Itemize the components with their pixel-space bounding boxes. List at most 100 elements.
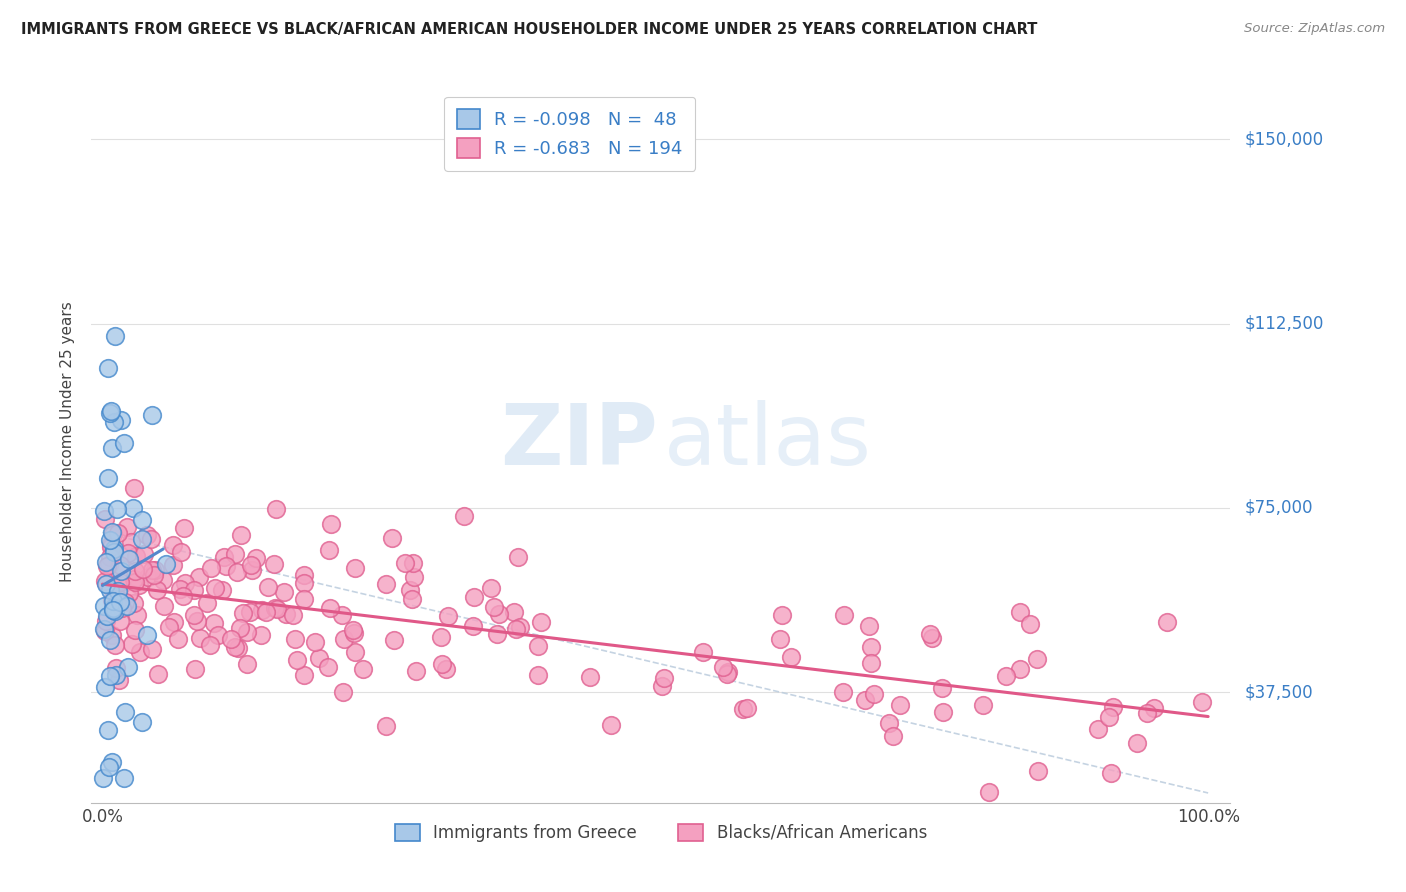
Point bbox=[103, 541, 125, 556]
Point bbox=[1136, 706, 1159, 720]
Point bbox=[877, 715, 900, 730]
Point bbox=[711, 660, 734, 674]
Point bbox=[104, 661, 127, 675]
Point bbox=[204, 581, 226, 595]
Point bbox=[117, 546, 139, 560]
Point bbox=[860, 656, 883, 670]
Point bbox=[125, 549, 148, 564]
Point bbox=[266, 601, 288, 615]
Point bbox=[308, 651, 330, 665]
Point bbox=[114, 595, 136, 609]
Point bbox=[229, 621, 252, 635]
Point bbox=[97, 360, 120, 375]
Point bbox=[110, 564, 132, 578]
Point bbox=[136, 570, 159, 584]
Point bbox=[174, 576, 197, 591]
Point bbox=[509, 620, 531, 634]
Point bbox=[129, 645, 152, 659]
Point bbox=[100, 628, 122, 642]
Point bbox=[101, 525, 124, 540]
Point bbox=[931, 681, 953, 695]
Point bbox=[157, 620, 180, 634]
Point bbox=[96, 555, 118, 569]
Point bbox=[342, 626, 364, 640]
Point bbox=[382, 632, 405, 647]
Point bbox=[402, 556, 425, 570]
Point bbox=[1026, 764, 1049, 778]
Point bbox=[100, 583, 122, 598]
Point bbox=[263, 557, 285, 571]
Point bbox=[93, 574, 115, 589]
Point bbox=[98, 632, 121, 647]
Point bbox=[250, 603, 273, 617]
Point bbox=[112, 435, 135, 450]
Point bbox=[889, 698, 911, 712]
Point bbox=[394, 557, 416, 571]
Point bbox=[921, 632, 943, 646]
Point bbox=[240, 558, 263, 572]
Text: ZIP: ZIP bbox=[499, 400, 658, 483]
Point bbox=[264, 600, 287, 615]
Point bbox=[98, 668, 121, 682]
Point bbox=[93, 622, 115, 636]
Point bbox=[146, 667, 169, 681]
Point bbox=[143, 567, 166, 582]
Point bbox=[94, 680, 117, 694]
Point bbox=[273, 584, 295, 599]
Point bbox=[240, 563, 263, 577]
Point bbox=[207, 628, 229, 642]
Point bbox=[152, 573, 174, 587]
Point bbox=[98, 406, 121, 420]
Point bbox=[101, 593, 124, 607]
Point bbox=[104, 328, 127, 343]
Point bbox=[343, 645, 366, 659]
Point bbox=[122, 572, 145, 586]
Point bbox=[1018, 617, 1040, 632]
Point bbox=[717, 665, 740, 679]
Point bbox=[318, 543, 340, 558]
Point bbox=[505, 622, 527, 636]
Point bbox=[173, 520, 195, 534]
Point bbox=[202, 615, 225, 630]
Point bbox=[124, 564, 146, 578]
Point bbox=[226, 641, 249, 656]
Point bbox=[132, 547, 155, 561]
Point bbox=[107, 583, 129, 598]
Point bbox=[100, 404, 122, 418]
Point bbox=[131, 532, 153, 546]
Point bbox=[141, 563, 163, 577]
Point bbox=[527, 668, 550, 682]
Point bbox=[502, 605, 524, 619]
Point bbox=[187, 570, 209, 584]
Point bbox=[342, 624, 364, 638]
Point bbox=[402, 570, 425, 584]
Point bbox=[527, 639, 550, 653]
Point bbox=[321, 516, 343, 531]
Point bbox=[120, 535, 142, 549]
Point bbox=[1126, 736, 1149, 750]
Point bbox=[330, 607, 353, 622]
Text: $75,000: $75,000 bbox=[1244, 499, 1313, 516]
Point bbox=[304, 635, 326, 649]
Point bbox=[214, 549, 236, 564]
Point bbox=[93, 599, 115, 613]
Point bbox=[651, 679, 673, 693]
Point bbox=[117, 586, 139, 600]
Point bbox=[110, 574, 132, 589]
Point bbox=[236, 657, 259, 672]
Point bbox=[399, 582, 422, 597]
Point bbox=[183, 583, 205, 598]
Point bbox=[110, 577, 132, 591]
Point bbox=[972, 698, 994, 712]
Point bbox=[104, 589, 127, 603]
Point bbox=[96, 608, 118, 623]
Point bbox=[115, 599, 138, 613]
Point bbox=[652, 671, 675, 685]
Point bbox=[211, 583, 233, 598]
Point bbox=[254, 605, 277, 619]
Point bbox=[1101, 700, 1123, 714]
Y-axis label: Householder Income Under 25 years: Householder Income Under 25 years bbox=[60, 301, 76, 582]
Point bbox=[93, 504, 115, 518]
Point bbox=[110, 600, 132, 615]
Point bbox=[172, 590, 194, 604]
